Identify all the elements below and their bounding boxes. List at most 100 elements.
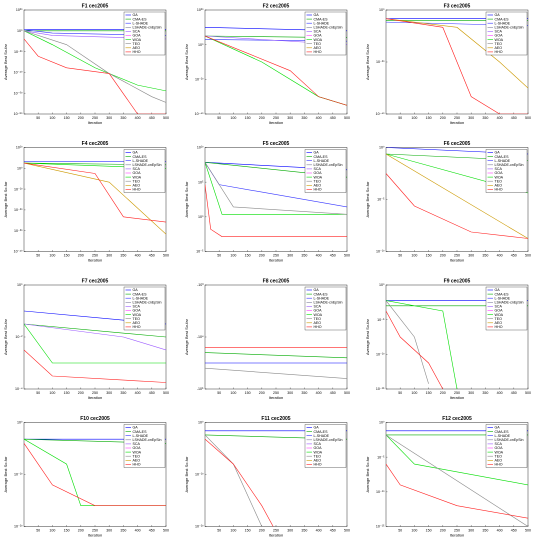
- legend-entry: WOA: [133, 450, 142, 454]
- x-tick-label: 300: [106, 529, 112, 533]
- legend-entry: CMA-ES: [314, 292, 329, 296]
- series-line-aeo: [24, 162, 166, 235]
- series-line-woa: [24, 30, 166, 92]
- x-tick-label: 100: [411, 529, 417, 533]
- x-tick-label: 50: [398, 116, 402, 120]
- legend-entry: TEO: [495, 317, 503, 321]
- series-line-sca: [24, 323, 166, 351]
- y-tick-label: 10⁻¹⁰: [14, 187, 23, 191]
- series-line-woa: [386, 434, 528, 486]
- series-line-cma-es: [205, 352, 347, 359]
- y-tick-label: 10⁻¹⁰: [376, 490, 385, 494]
- legend-entry: L-SHADE: [495, 434, 511, 438]
- x-tick-label: 500: [344, 254, 350, 258]
- legend-entry: AEO: [495, 184, 503, 188]
- legend-entry: AEO: [314, 184, 322, 188]
- y-tick-label: 10¹⁰: [16, 146, 23, 150]
- panel-3: F3 cec2005 50 100 150 200 250 300 350 400 450 500 I…: [365, 4, 531, 126]
- legend-entry: L-SHADE: [495, 296, 511, 300]
- legend-entry: L-SHADE: [314, 434, 330, 438]
- x-axis-label: Iteration: [88, 120, 102, 125]
- legend-entry: CMA-ES: [314, 430, 329, 434]
- panel-title: F1 cec2005: [82, 4, 109, 10]
- x-tick-label: 350: [482, 254, 488, 258]
- legend-entry: SCA: [314, 167, 322, 171]
- x-tick-label: 300: [468, 116, 474, 120]
- x-axis-label: Iteration: [450, 120, 464, 125]
- x-tick-label: 200: [259, 116, 265, 120]
- x-tick-label: 250: [454, 116, 460, 120]
- legend-entry: CMA-ES: [133, 292, 148, 296]
- panel-5: F5 cec2005 50 100 150 200 250 300 350 400 450 500 I…: [184, 141, 350, 263]
- x-tick-label: 200: [78, 254, 84, 258]
- y-tick-label: 10⁰: [379, 421, 385, 425]
- y-tick-label: 10⁻¹⁰: [14, 473, 23, 477]
- x-tick-label: 100: [411, 391, 417, 395]
- x-tick-label: 350: [301, 529, 307, 533]
- y-tick-label: 10⁻⁵: [377, 455, 385, 459]
- x-tick-label: 350: [120, 529, 126, 533]
- y-tick-label: 10⁻³⁰: [14, 229, 23, 233]
- legend-entry: GOA: [495, 34, 504, 38]
- x-tick-label: 450: [511, 116, 517, 120]
- x-tick-label: 300: [468, 254, 474, 258]
- panel-title: F7 cec2005: [82, 279, 109, 285]
- y-tick-label: 10⁻⁵: [377, 318, 385, 322]
- panel-title: F5 cec2005: [263, 141, 290, 147]
- x-tick-label: 450: [330, 391, 336, 395]
- legend-entry: GOA: [133, 34, 142, 38]
- legend-entry: GA: [314, 151, 320, 155]
- plot-area: [204, 422, 348, 527]
- x-tick-label: 100: [411, 254, 417, 258]
- x-tick-label: 350: [301, 254, 307, 258]
- x-tick-label: 300: [468, 391, 474, 395]
- legend-entry: GA: [495, 426, 501, 430]
- legend-entry: L-SHADE: [314, 21, 330, 25]
- x-tick-label: 50: [217, 116, 221, 120]
- series-line-woa: [386, 300, 458, 389]
- legend-entry: TEO: [314, 454, 322, 458]
- x-tick-label: 450: [149, 254, 155, 258]
- x-tick-label: 250: [273, 116, 279, 120]
- x-tick-label: 450: [511, 391, 517, 395]
- legend-entry: GOA: [495, 446, 504, 450]
- x-tick-label: 200: [78, 391, 84, 395]
- legend-entry: L-SHADE: [133, 434, 149, 438]
- x-tick-label: 300: [287, 116, 293, 120]
- y-axis-label: Average Best So-far: [3, 318, 8, 355]
- x-tick-label: 150: [64, 529, 70, 533]
- series-line-hho: [24, 349, 166, 383]
- legend-entry: AEO: [495, 46, 503, 50]
- series-line-teo: [205, 367, 347, 379]
- x-tick-label: 200: [440, 391, 446, 395]
- legend-entry: HHO: [133, 188, 141, 192]
- y-axis-label: Average Best So-far: [184, 43, 189, 80]
- y-tick-label: 10⁰: [379, 283, 385, 287]
- x-axis-label: Iteration: [269, 395, 283, 400]
- legend-entry: AEO: [495, 321, 503, 325]
- series-line-hho: [386, 310, 444, 389]
- x-tick-label: 500: [163, 254, 169, 258]
- y-tick-label: 10⁰: [17, 167, 23, 171]
- legend-entry: LSHADE-cnEpSin: [133, 26, 162, 30]
- y-tick-label: 10⁰: [198, 43, 204, 47]
- legend-entry: LSHADE-cnEpSin: [314, 163, 343, 167]
- x-tick-label: 400: [316, 116, 322, 120]
- legend-entry: GA: [314, 288, 320, 292]
- legend-entry: TEO: [495, 179, 503, 183]
- panel-title: F8 cec2005: [263, 279, 290, 285]
- legend-entry: TEO: [314, 42, 322, 46]
- x-tick-label: 50: [217, 391, 221, 395]
- y-tick-label: 10⁵: [198, 180, 204, 184]
- x-tick-label: 500: [163, 116, 169, 120]
- y-tick-label: 10⁰: [17, 421, 23, 425]
- x-tick-label: 50: [398, 391, 402, 395]
- y-axis-label: Average Best So-far: [3, 456, 8, 493]
- x-axis-label: Iteration: [88, 395, 102, 400]
- legend-entry: TEO: [133, 454, 141, 458]
- legend-entry: WOA: [314, 38, 323, 42]
- legend-entry: GOA: [133, 446, 142, 450]
- legend-entry: HHO: [495, 50, 503, 54]
- x-tick-label: 450: [330, 529, 336, 533]
- legend-entry: GA: [133, 426, 139, 430]
